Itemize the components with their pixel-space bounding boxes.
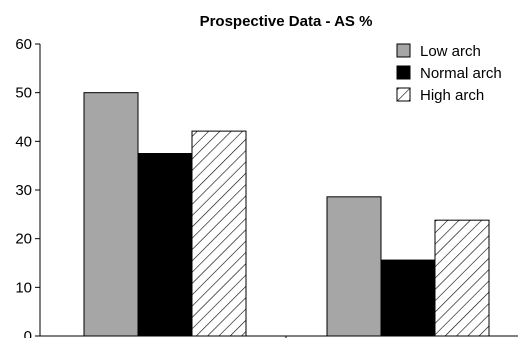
legend-swatch-low-arch [396, 43, 411, 58]
y-tick-label-20: 20 [15, 231, 32, 248]
legend-swatch-normal-arch [396, 65, 411, 80]
y-tick-label-50: 50 [15, 85, 32, 102]
y-tick-label-0: 0 [24, 328, 32, 338]
y-tick-label-60: 60 [15, 36, 32, 53]
legend-swatch-high-arch [396, 87, 411, 102]
bar-high-arch-1 [191, 130, 247, 337]
bar-normal-arch-1 [137, 153, 193, 337]
legend-label-low-arch: Low arch [420, 43, 481, 60]
legend-label-high-arch: High arch [420, 87, 484, 104]
legend-label-normal-arch: Normal arch [420, 65, 502, 82]
bar-low-arch-2 [326, 196, 382, 337]
chart-title: Prospective Data - AS % [200, 13, 373, 30]
y-tick-label-10: 10 [15, 279, 32, 296]
bar-normal-arch-2 [380, 259, 436, 337]
y-tick-label-40: 40 [15, 133, 32, 150]
bar-high-arch-2 [434, 219, 490, 337]
bar-low-arch-1 [83, 92, 139, 337]
y-tick-label-30: 30 [15, 182, 32, 199]
